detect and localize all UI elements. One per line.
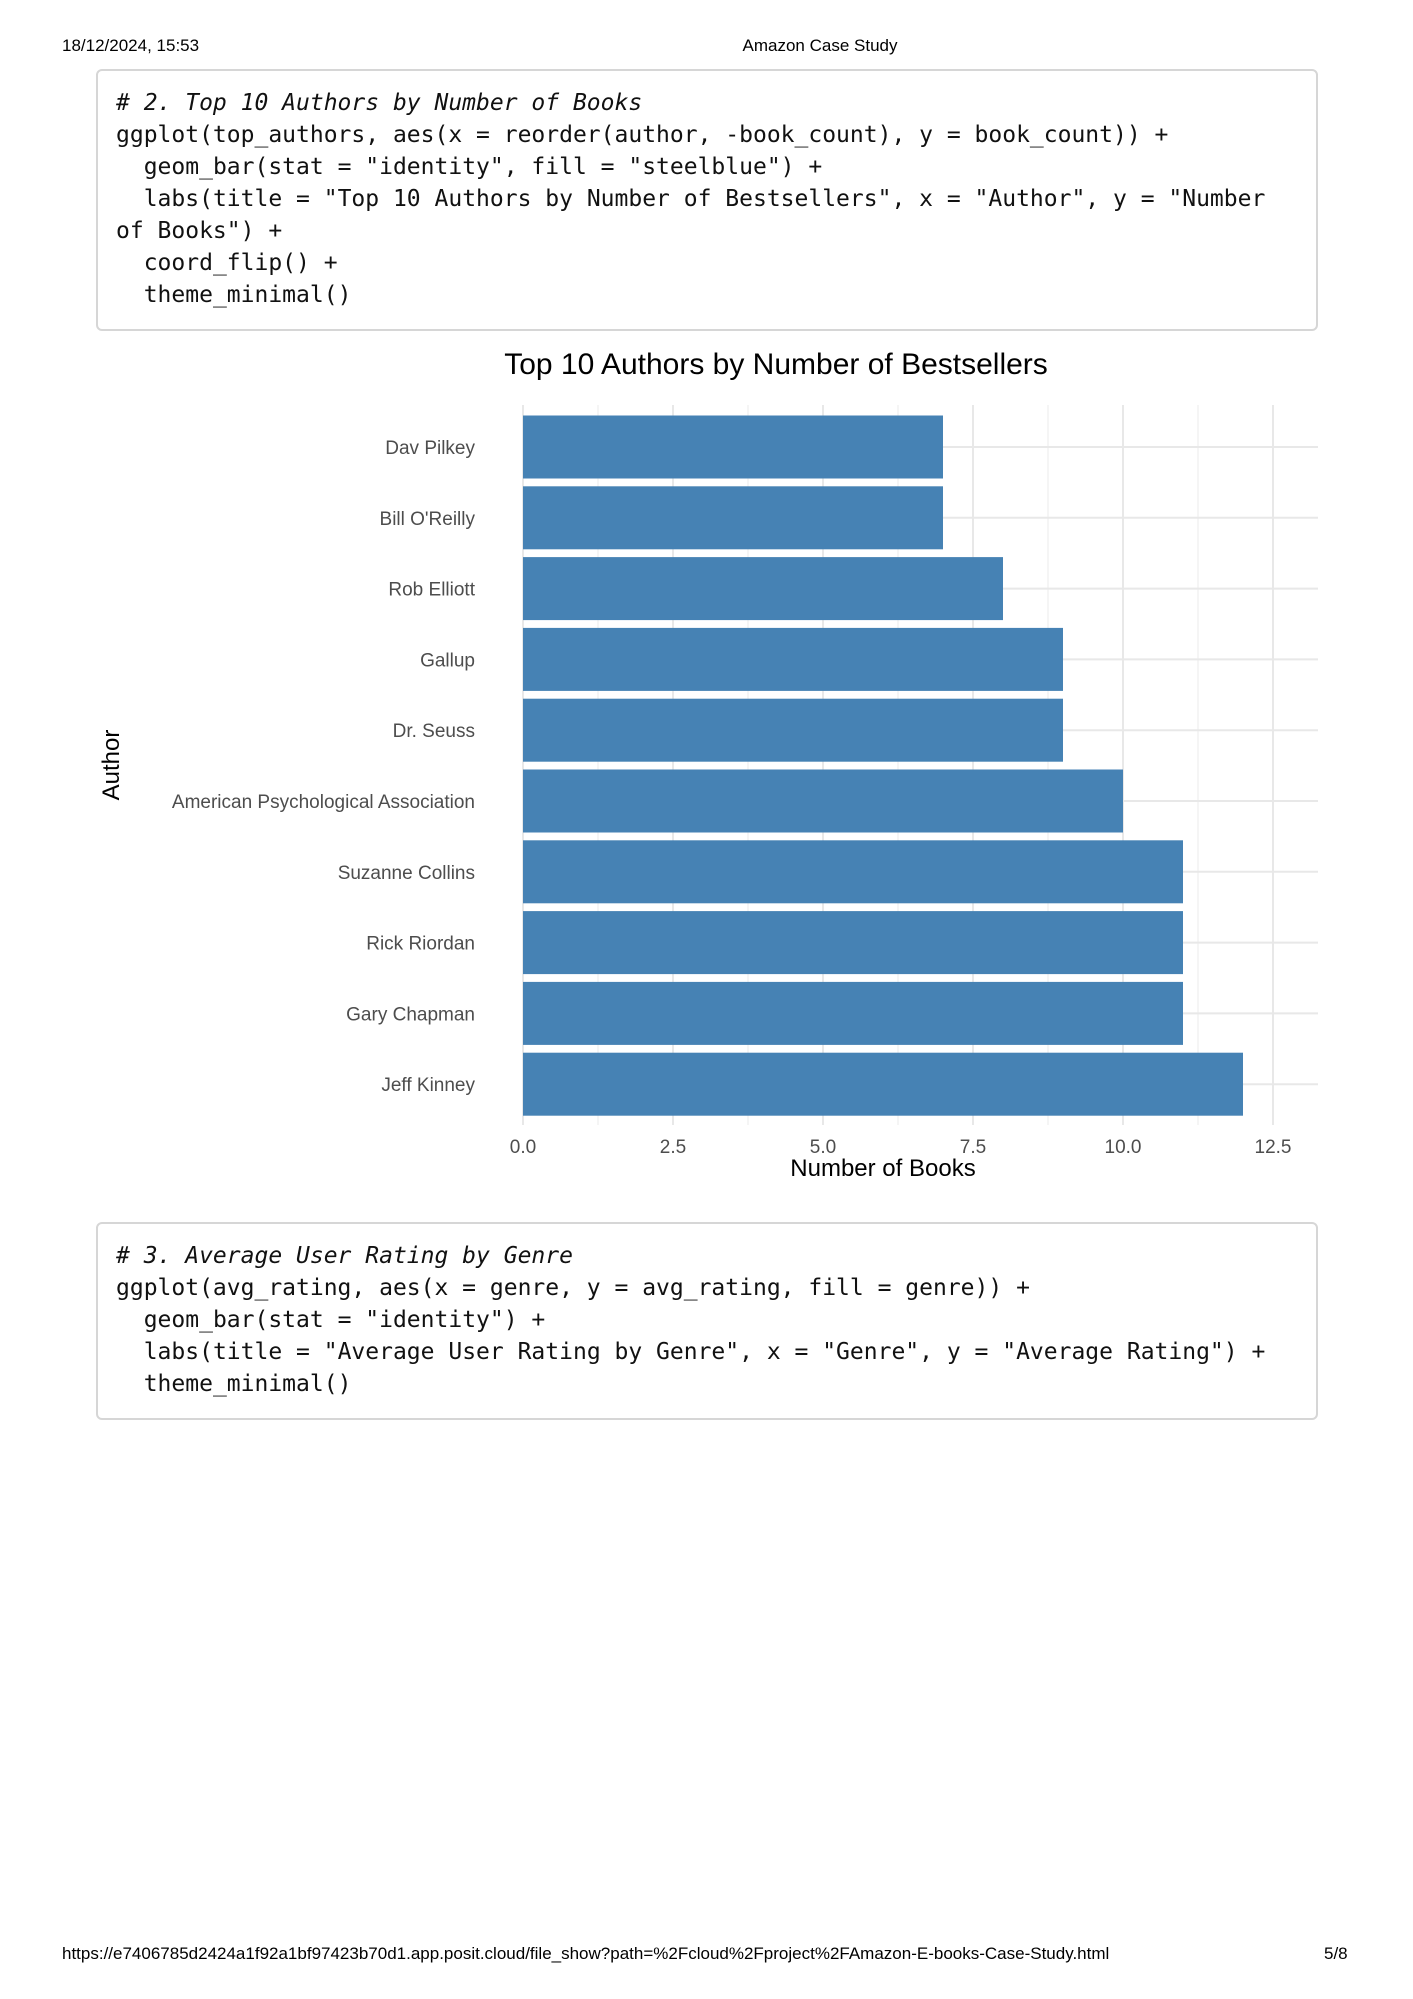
bar-jeff-kinney xyxy=(523,1052,1243,1116)
y-tick-label: Jeff Kinney xyxy=(381,1075,475,1096)
y-tick-label: Suzanne Collins xyxy=(338,863,475,884)
bar-suzanne-collins xyxy=(523,840,1183,904)
code-body: ggplot(avg_rating, aes(x = genre, y = av… xyxy=(116,1275,1266,1397)
page-url: https://e7406785d2424a1f92a1bf97423b70d1… xyxy=(62,1944,1110,1963)
x-tick-label: 10.0 xyxy=(1105,1137,1142,1158)
bar-rob-elliott xyxy=(523,557,1003,621)
x-tick-label: 12.5 xyxy=(1255,1137,1292,1158)
y-tick-label: Gallup xyxy=(420,650,475,671)
code-block-avg-rating: # 3. Average User Rating by Genre ggplot… xyxy=(96,1222,1318,1420)
page-number: 5/8 xyxy=(1324,1944,1348,1963)
document-title: Amazon Case Study xyxy=(742,36,898,55)
x-tick-label: 2.5 xyxy=(660,1137,686,1158)
bar-rick-riordan xyxy=(523,911,1183,975)
code-comment: # 2. Top 10 Authors by Number of Books xyxy=(116,90,643,116)
code-block-top-authors: # 2. Top 10 Authors by Number of Books g… xyxy=(96,69,1318,331)
x-axis-title: Number of Books xyxy=(790,1155,975,1182)
print-datetime: 18/12/2024, 15:53 xyxy=(62,36,200,55)
y-tick-label: American Psychological Association xyxy=(172,792,475,813)
y-tick-label: Gary Chapman xyxy=(346,1004,475,1025)
y-tick-label: Dr. Seuss xyxy=(393,721,475,742)
bar-gallup xyxy=(523,627,1063,691)
y-tick-label: Rob Elliott xyxy=(388,580,475,601)
bar-bill-o-reilly xyxy=(523,486,943,550)
code-body: ggplot(top_authors, aes(x = reorder(auth… xyxy=(116,122,1266,308)
bar-gary-chapman xyxy=(523,981,1183,1045)
code-comment: # 3. Average User Rating by Genre xyxy=(116,1243,573,1269)
x-tick-label: 7.5 xyxy=(960,1137,986,1158)
bar-dav-pilkey xyxy=(523,415,943,479)
y-tick-label: Rick Riordan xyxy=(366,934,475,955)
x-tick-label: 0.0 xyxy=(510,1137,536,1158)
y-tick-label: Bill O'Reilly xyxy=(380,509,476,530)
y-axis-title: Author xyxy=(98,730,125,801)
y-tick-label: Dav Pilkey xyxy=(385,438,475,459)
bar-dr-seuss xyxy=(523,698,1063,762)
x-tick-label: 5.0 xyxy=(810,1137,836,1158)
top-authors-bar-chart: 0.0 2.5 5.0 7.5 10.0 12.5 Dav Pilkey Bill O'Rei… xyxy=(98,348,1318,1182)
bar-american-psychological-association xyxy=(523,769,1123,833)
chart-title: Top 10 Authors by Number of Bestsellers xyxy=(504,348,1048,381)
